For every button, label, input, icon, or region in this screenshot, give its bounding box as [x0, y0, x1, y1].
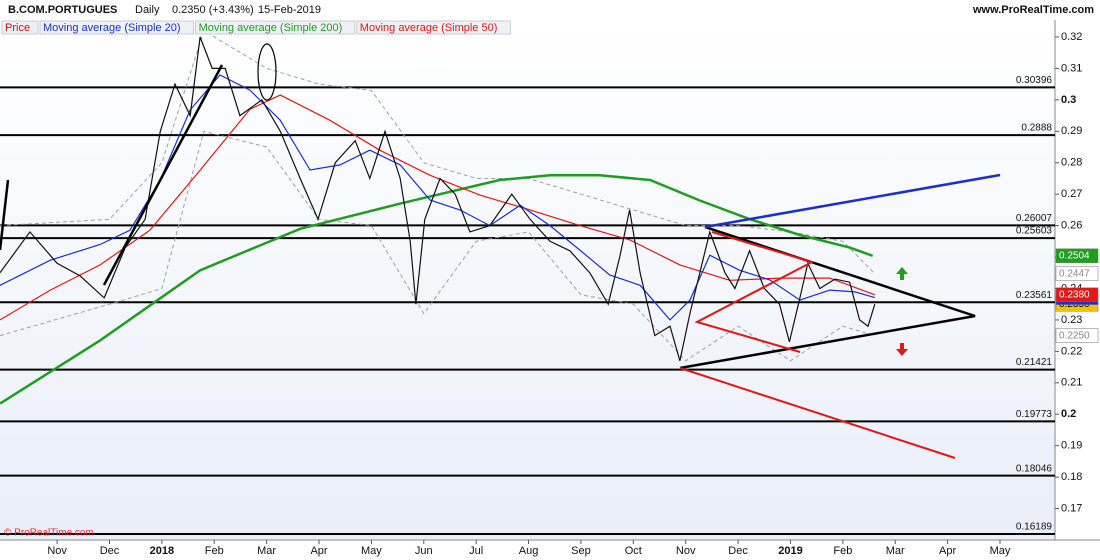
- last-value-badge: [1055, 266, 1099, 281]
- price-line: [0, 36, 876, 361]
- x-tick-label: Feb: [205, 545, 224, 557]
- level-label: 0.30396: [1016, 75, 1053, 86]
- x-tick-label: Jun: [415, 545, 433, 557]
- level-label: 0.19773: [1016, 409, 1053, 420]
- legend-box: [1, 20, 39, 35]
- ellipse: [257, 43, 277, 101]
- channel-line: [0, 130, 875, 362]
- y-tick-label: 0.22: [1061, 345, 1082, 357]
- last-price: 0.2350 (+3.43%): [172, 4, 254, 16]
- level-label: 0.26007: [1016, 213, 1053, 224]
- x-tick-label: Sep: [571, 545, 591, 557]
- x-tick-label: May: [990, 545, 1011, 557]
- up-arrow: [896, 267, 908, 280]
- y-tick-label: 0.3: [1061, 94, 1076, 106]
- down-arrow: [896, 343, 908, 356]
- legend-box: [195, 20, 356, 35]
- last-value-label: 0.2250: [1059, 330, 1090, 341]
- level-label: 0.23561: [1016, 290, 1053, 301]
- date: 15-Feb-2019: [258, 4, 321, 16]
- watermark: © ProRealTime.com: [4, 528, 94, 539]
- ma-line: [0, 174, 874, 405]
- trend-line: [679, 367, 956, 459]
- level-label: 0.16189: [1016, 522, 1053, 533]
- marks: [0, 29, 1055, 536]
- trend-line: [0, 179, 10, 251]
- level-label: 0.21421: [1016, 357, 1053, 368]
- last-value-label: 0.2380: [1059, 289, 1090, 300]
- header-bar: [0, 0, 1100, 20]
- level-label: 0.18046: [1016, 463, 1053, 474]
- x-tick-label: Feb: [833, 545, 852, 557]
- last-value-badge: [1055, 287, 1099, 303]
- x-tick-label: 2018: [150, 545, 174, 557]
- last-value-label: 0.2447: [1059, 268, 1090, 279]
- y-tick-label: 0.26: [1061, 220, 1082, 232]
- y-tick-label: 0.21: [1061, 377, 1082, 389]
- x-tick-label: May: [361, 545, 382, 557]
- site: www.ProRealTime.com: [972, 4, 1094, 16]
- x-tick-label: Nov: [676, 545, 696, 557]
- y-tick-label: 0.2: [1061, 408, 1076, 420]
- x-tick-label: Nov: [47, 545, 67, 557]
- period: Daily: [135, 4, 160, 16]
- x-tick-label: Aug: [519, 545, 539, 557]
- y-tick-label: 0.31: [1061, 62, 1082, 74]
- x-tick-label: 2019: [778, 545, 802, 557]
- legend-entry: Moving average (Simple 50): [360, 22, 498, 34]
- legend-entry: Price: [5, 22, 30, 34]
- x-tick-label: Mar: [257, 545, 276, 557]
- y-tick-label: 0.19: [1061, 440, 1082, 452]
- y-tick-label: 0.27: [1061, 188, 1082, 200]
- last-value-badge: [1055, 328, 1099, 343]
- x-tick-label: Apr: [310, 545, 327, 557]
- level-label: 0.25603: [1016, 226, 1053, 237]
- y-tick-label: 0.28: [1061, 157, 1082, 169]
- x-tick-label: Dec: [100, 545, 120, 557]
- triangle: [694, 231, 815, 353]
- x-tick-label: Oct: [625, 545, 642, 557]
- x-tick-label: Apr: [939, 545, 956, 557]
- trend-line: [704, 173, 1001, 229]
- last-value-label: 0.2504: [1059, 250, 1090, 261]
- y-tick-label: 0.18: [1061, 471, 1082, 483]
- x-tick-label: Jul: [469, 545, 483, 557]
- legend-box: [356, 20, 511, 35]
- y-tick-label: 0.32: [1061, 31, 1082, 43]
- trend-line: [102, 64, 224, 286]
- level-label: 0.2888: [1021, 123, 1052, 134]
- x-tick-label: Mar: [886, 545, 905, 557]
- legend-box: [39, 20, 195, 35]
- legend: Price Moving average (Simple 20) Moving av…: [1, 20, 511, 35]
- y-tick-label: 0.29: [1061, 125, 1082, 137]
- x-tick-label: Dec: [728, 545, 748, 557]
- plot-area: [0, 20, 1055, 540]
- legend-entry: Moving average (Simple 200): [199, 22, 343, 34]
- legend-entry: Moving average (Simple 20): [43, 22, 181, 34]
- drawings: [0, 43, 1001, 459]
- y-tick-label: 0.17: [1061, 502, 1082, 514]
- symbol: B.COM.PORTUGUES: [8, 4, 117, 16]
- y-tick-label: 0.23: [1061, 314, 1082, 326]
- ma-line: [0, 74, 875, 321]
- last-value-badge: [1055, 248, 1099, 264]
